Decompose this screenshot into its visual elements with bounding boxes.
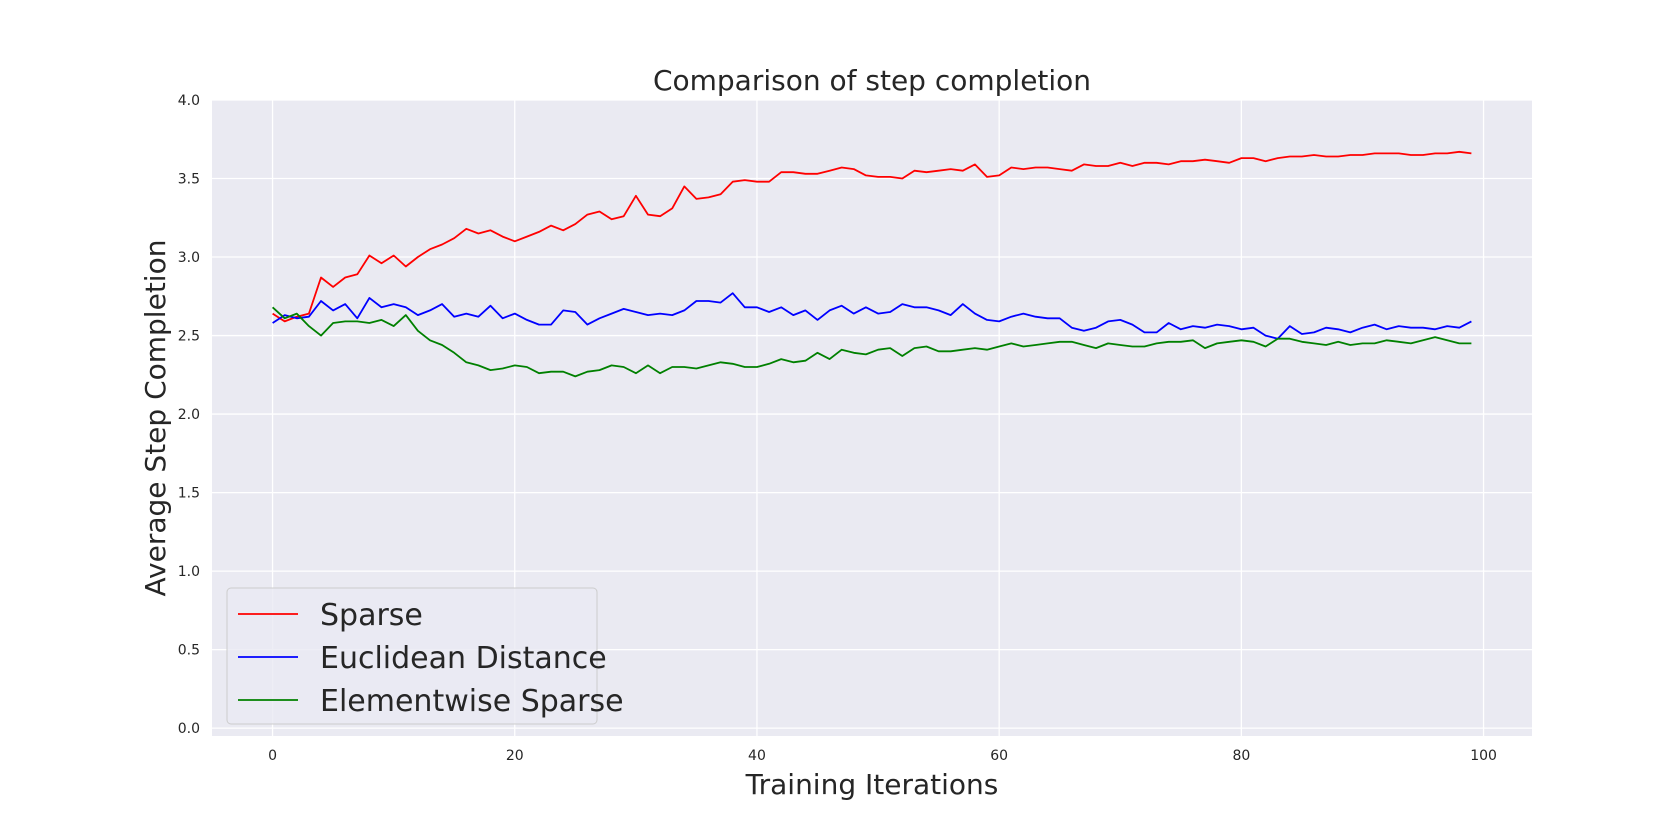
legend: Sparse Euclidean Distance Elementwise Spar… (226, 587, 624, 725)
x-tick-labels: 0 20 40 60 80 100 (268, 748, 1497, 764)
x-tick-label: 20 (506, 748, 524, 764)
legend-label-sparse: Sparse (320, 598, 423, 633)
y-tick-label: 2.0 (178, 407, 200, 423)
y-axis-label: Average Step Completion (139, 240, 172, 597)
series-line-euclidean-distance (272, 292, 1472, 340)
legend-box (226, 587, 598, 725)
y-tick-label: 1.0 (178, 564, 200, 580)
y-tick-label: 0.5 (178, 643, 200, 659)
legend-label-euclidean-distance: Euclidean Distance (320, 641, 607, 676)
y-tick-label: 3.5 (178, 172, 200, 188)
legend-items: Sparse Euclidean Distance Elementwise Spar… (238, 598, 624, 719)
x-tick-label: 40 (748, 748, 766, 764)
x-tick-label: 0 (268, 748, 277, 764)
y-tick-label: 2.5 (178, 329, 200, 345)
y-tick-labels: 0.0 0.5 1.0 1.5 2.0 2.5 3.0 3.5 4.0 (178, 93, 200, 737)
y-tick-label: 1.5 (178, 486, 200, 502)
y-tick-label: 0.0 (178, 721, 200, 737)
series-line-sparse (272, 150, 1472, 323)
y-tick-label: 4.0 (178, 93, 200, 109)
legend-label-elementwise-sparse: Elementwise Sparse (320, 684, 624, 719)
series-line-elementwise-sparse (271, 306, 1472, 378)
x-tick-label: 80 (1232, 748, 1250, 764)
x-tick-label: 100 (1470, 748, 1497, 764)
x-axis-label: Training Iterations (745, 768, 999, 801)
chart-title: Comparison of step completion (653, 64, 1091, 97)
series-lines (271, 150, 1472, 378)
x-tick-label: 60 (990, 748, 1008, 764)
y-tick-label: 3.0 (178, 250, 200, 266)
